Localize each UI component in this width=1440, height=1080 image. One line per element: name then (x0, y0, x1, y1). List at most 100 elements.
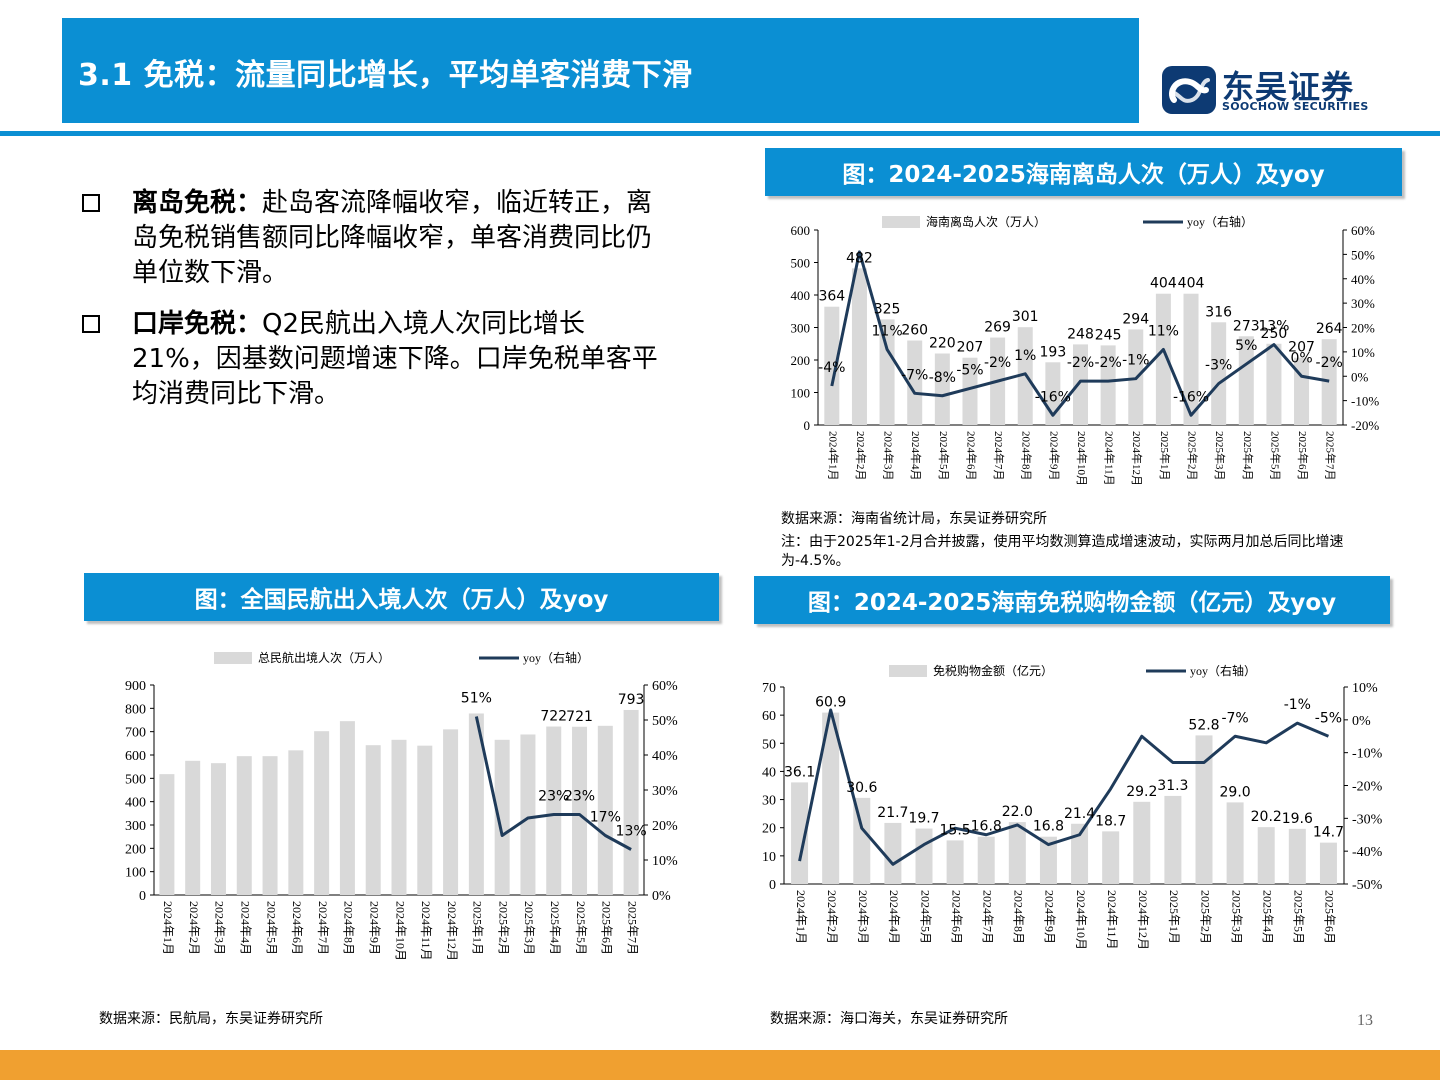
bar (1008, 822, 1026, 884)
x-tick-label: 2024年7月 (992, 431, 1006, 481)
x-tick-label: 2024年1月 (794, 890, 808, 944)
yoy-data-label: 23% (538, 789, 569, 805)
bar-data-label: 245 (1095, 327, 1122, 343)
company-logo: 东吴证券 SOOCHOW SECURITIES (1160, 62, 1420, 122)
bar (494, 739, 510, 895)
y-tick-label: 600 (791, 223, 811, 238)
y2-tick-label: -10% (1351, 394, 1379, 409)
bullet-heading: 离岛免税： (132, 188, 263, 218)
chart-title-hainan-visitors: 图：2024-2025海南离岛人次（万人）及yoy (765, 148, 1402, 196)
x-tick-label: 2024年12月 (1130, 431, 1144, 486)
chart-civil-aviation: 总民航出境人次（万人） yoy（右轴） 0 100 200 300 400 500 600 700… (125, 650, 678, 961)
bar (853, 797, 871, 884)
yoy-data-label: -16% (1173, 389, 1209, 405)
bar-data-label: 29.2 (1126, 784, 1157, 800)
x-tick-label: 2024年6月 (949, 890, 963, 944)
bar (1073, 344, 1088, 425)
y2-tick-label: 20% (652, 819, 678, 834)
bar-data-label: 29.0 (1220, 784, 1251, 800)
y2-tick-label: -10% (1352, 747, 1383, 762)
bullet-heading: 口岸免税： (132, 309, 263, 339)
x-tick-label: 2024年2月 (825, 890, 839, 944)
yoy-data-label: 11% (1148, 323, 1179, 339)
bar (1321, 339, 1337, 425)
x-tick-label: 2024年6月 (290, 901, 304, 955)
yoy-data-label: 1% (1014, 348, 1036, 364)
bar-data-label: 21.7 (877, 805, 908, 821)
x-tick-label: 2025年5月 (1292, 890, 1306, 944)
yoy-data-label: 13% (616, 824, 647, 840)
bar (1100, 345, 1116, 425)
x-tick-label: 2024年10月 (1074, 890, 1088, 950)
x-tick-label: 2024年11月 (419, 901, 433, 961)
yoy-data-label: 51% (461, 691, 492, 707)
bar-data-label: 16.8 (1033, 819, 1064, 835)
y-tick-label: 200 (791, 353, 811, 368)
x-tick-label: 2025年4月 (1241, 431, 1255, 480)
x-tick-label: 2024年1月 (161, 901, 175, 955)
bar (443, 729, 459, 895)
y-tick-label: 500 (125, 772, 146, 787)
x-tick-label: 2024年8月 (1020, 431, 1034, 481)
bar-data-label: 301 (1012, 309, 1039, 325)
x-tick-label: 2025年1月 (471, 901, 485, 955)
page-number: 13 (1357, 1012, 1373, 1029)
bar (597, 725, 613, 895)
bar-data-label: 22.0 (1002, 804, 1033, 820)
bar-data-label: 19.6 (1282, 811, 1313, 827)
bar-data-label: 16.8 (971, 819, 1002, 835)
x-tick-label: 2025年1月 (1158, 431, 1172, 481)
bullet-item-port: 口岸免税：Q2民航出入境人次同比增长21%，因基数问题增速下降。口岸免税单客平均… (78, 307, 658, 412)
y2-tick-label: 10% (1352, 681, 1378, 696)
y-tick-label: 300 (125, 819, 146, 834)
bar (879, 319, 895, 425)
bar (1294, 357, 1310, 425)
bar (1183, 293, 1199, 425)
yoy-data-label: 17% (590, 810, 621, 826)
soochow-logo-icon (1162, 66, 1216, 114)
bar (946, 840, 964, 884)
bar (314, 731, 330, 895)
bar (159, 774, 175, 895)
logo-subtitle: SOOCHOW SECURITIES (1222, 100, 1369, 113)
bar (520, 734, 536, 895)
y2-tick-label: 60% (1351, 223, 1375, 238)
y-tick-label: 50 (762, 737, 776, 752)
yoy-data-label: -4% (818, 360, 845, 376)
yoy-data-label: -16% (1035, 389, 1071, 405)
x-tick-label: 2024年6月 (964, 431, 978, 481)
source-note-dutyfree-sales: 数据来源：海口海关，东吴证券研究所 (770, 1011, 1008, 1027)
bar-data-label: 404 (1178, 276, 1205, 292)
source-note-hainan-visitors: 数据来源：海南省统计局，东吴证券研究所 (781, 511, 1047, 527)
y2-tick-label: 50% (1351, 247, 1375, 262)
y2-tick-label: -20% (1351, 418, 1379, 433)
bar (1155, 293, 1171, 425)
bar (1102, 831, 1120, 884)
bar (1226, 802, 1244, 884)
bar (365, 745, 381, 895)
bar-data-label: 31.3 (1157, 778, 1188, 794)
bar-data-label: 325 (874, 301, 901, 317)
bar (934, 353, 950, 425)
yoy-line (830, 250, 1330, 417)
yoy-data-label: -7% (901, 367, 928, 383)
chart-title-civil-aviation: 图：全国民航出入境人次（万人）及yoy (84, 573, 719, 621)
bar (262, 756, 278, 895)
yoy-data-label: -5% (1315, 710, 1342, 726)
x-tick-label: 2025年4月 (548, 901, 562, 955)
yoy-data-label: 11% (872, 323, 903, 339)
yoy-data-label: -2% (1316, 355, 1343, 371)
bar (1238, 336, 1254, 425)
yoy-data-label: -1% (1284, 697, 1311, 713)
bar (546, 726, 562, 895)
bar-data-label: 364 (818, 289, 845, 305)
y2-tick-label: 0% (1351, 369, 1369, 384)
legend-line-label: yoy（右轴） (1190, 663, 1256, 678)
yoy-line (474, 716, 632, 851)
bar (1266, 343, 1282, 425)
yoy-data-label: -1% (1122, 353, 1149, 369)
bar (851, 268, 867, 425)
bar (288, 750, 304, 895)
yoy-data-label: -8% (929, 370, 956, 386)
bullet-text: Q2民航出入境人次同比增长21%，因基数问题增速下降。口岸免税单客平均消费同比下… (132, 309, 658, 409)
